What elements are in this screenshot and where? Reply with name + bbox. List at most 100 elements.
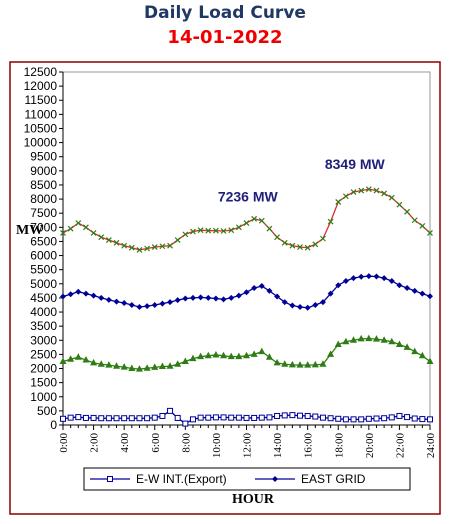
data-point bbox=[418, 351, 426, 359]
data-point bbox=[251, 414, 258, 421]
data-point bbox=[427, 230, 433, 236]
peak-annotation: 7236 MW bbox=[218, 189, 279, 205]
data-point bbox=[358, 273, 365, 280]
data-point bbox=[427, 416, 433, 423]
data-point bbox=[243, 289, 250, 296]
data-point bbox=[121, 300, 128, 307]
data-point bbox=[75, 414, 82, 421]
data-point bbox=[327, 290, 334, 297]
y-tick-label: 10000 bbox=[24, 136, 58, 150]
data-point bbox=[365, 415, 372, 422]
data-point bbox=[182, 295, 189, 302]
data-point bbox=[128, 301, 135, 308]
data-point bbox=[419, 290, 426, 297]
data-point bbox=[228, 414, 235, 421]
y-tick-label: 8000 bbox=[30, 192, 57, 206]
data-point bbox=[128, 415, 135, 422]
data-point bbox=[67, 291, 74, 298]
data-point bbox=[136, 246, 143, 253]
data-point bbox=[212, 227, 219, 234]
data-point bbox=[380, 336, 388, 343]
y-tick-label: 3500 bbox=[30, 319, 57, 333]
legend-label: E-W INT.(Export) bbox=[136, 472, 227, 486]
data-point bbox=[90, 292, 97, 299]
legend-label: EAST GRID bbox=[301, 472, 366, 486]
data-point bbox=[350, 416, 357, 423]
data-point bbox=[396, 412, 403, 419]
data-point bbox=[75, 220, 82, 227]
y-tick-label: 8500 bbox=[30, 178, 57, 192]
data-point bbox=[212, 414, 219, 421]
data-point bbox=[289, 242, 296, 249]
data-point bbox=[304, 361, 312, 368]
series-east-grid bbox=[60, 273, 433, 311]
data-point bbox=[297, 412, 304, 419]
data-point bbox=[327, 350, 335, 357]
data-point bbox=[342, 193, 349, 200]
data-point bbox=[235, 352, 243, 360]
data-point bbox=[197, 294, 204, 301]
data-point bbox=[197, 414, 204, 421]
data-point bbox=[342, 337, 350, 345]
x-axis-ticks: 0:00 2:00 4:00 6:00 8:00 10:00 12:00 14:00 16:00… bbox=[58, 424, 437, 459]
data-point bbox=[166, 362, 174, 369]
data-point bbox=[319, 414, 326, 421]
data-point bbox=[121, 415, 128, 422]
y-tick-label: 12000 bbox=[24, 79, 58, 93]
x-tick-label: 2:00 bbox=[89, 433, 101, 453]
data-point bbox=[190, 228, 196, 235]
data-point bbox=[381, 415, 388, 422]
legend: E-W INT.(Export) EAST GRID bbox=[83, 467, 411, 491]
data-point bbox=[427, 293, 433, 300]
data-point bbox=[335, 282, 342, 289]
data-point bbox=[250, 350, 258, 357]
data-point bbox=[60, 230, 66, 236]
series-line-3 bbox=[60, 186, 433, 253]
data-point bbox=[281, 360, 289, 367]
y-tick-label: 4000 bbox=[30, 305, 57, 319]
x-tick-label: 10:00 bbox=[211, 433, 223, 459]
data-point bbox=[396, 282, 403, 289]
data-point bbox=[388, 277, 395, 284]
data-point bbox=[335, 415, 342, 422]
legend-box bbox=[83, 467, 411, 491]
data-point bbox=[297, 244, 303, 251]
data-point bbox=[235, 414, 242, 421]
data-point bbox=[258, 347, 266, 355]
data-point bbox=[212, 350, 220, 358]
data-point bbox=[350, 336, 358, 343]
data-point bbox=[258, 283, 265, 290]
data-point bbox=[220, 414, 227, 421]
data-point bbox=[243, 414, 250, 421]
data-point bbox=[75, 288, 82, 295]
data-point bbox=[404, 208, 410, 215]
y-axis-ticks: 0500100015002000250030003500400045005000… bbox=[24, 65, 64, 432]
data-point bbox=[151, 244, 158, 251]
chart-subtitle: 14-01-2022 bbox=[167, 27, 283, 48]
x-tick-label: 20:00 bbox=[364, 433, 376, 459]
data-point bbox=[411, 347, 419, 355]
data-point bbox=[372, 335, 380, 342]
data-point bbox=[289, 302, 296, 309]
data-point bbox=[121, 242, 128, 249]
data-point bbox=[158, 362, 166, 370]
data-point bbox=[189, 294, 196, 301]
data-point bbox=[97, 360, 105, 367]
data-point bbox=[82, 414, 89, 421]
data-point bbox=[82, 290, 89, 297]
data-point bbox=[258, 217, 265, 224]
data-point bbox=[228, 227, 235, 234]
data-point bbox=[273, 358, 281, 366]
data-point bbox=[182, 231, 189, 238]
data-point bbox=[404, 414, 411, 421]
data-point bbox=[159, 243, 166, 250]
data-point bbox=[90, 414, 97, 421]
data-point bbox=[227, 352, 235, 360]
data-point bbox=[167, 407, 174, 414]
data-point bbox=[181, 357, 189, 364]
data-point bbox=[235, 292, 242, 299]
data-point bbox=[151, 301, 158, 308]
data-point bbox=[174, 237, 181, 243]
y-axis-label: MW bbox=[16, 223, 43, 238]
